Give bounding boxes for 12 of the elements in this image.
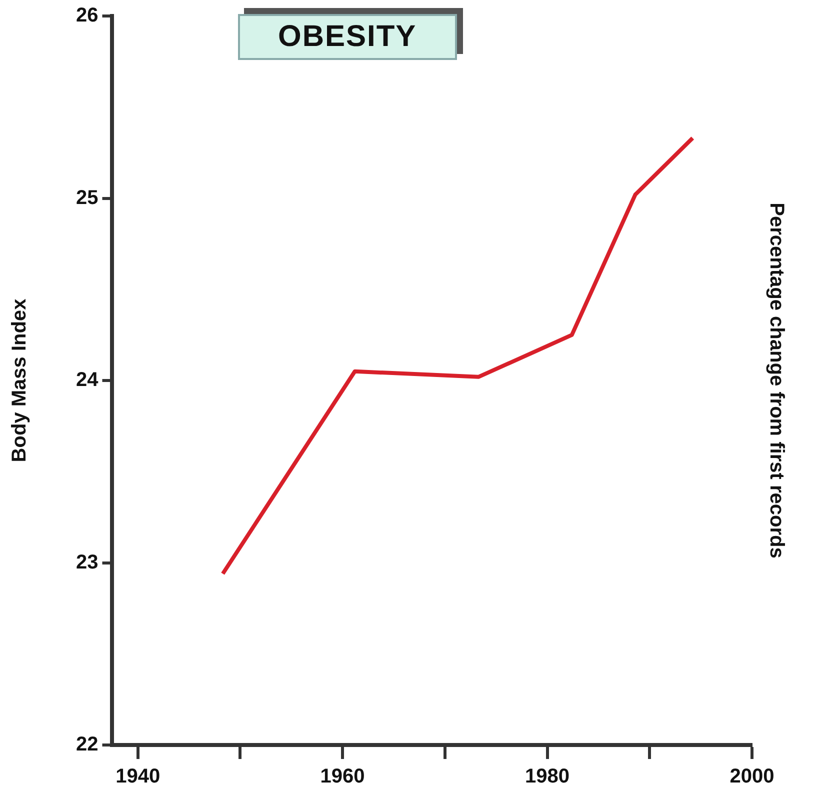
y2-axis-title: Percentage change from first records — [765, 202, 788, 558]
y-tick-label: 25 — [76, 186, 98, 209]
x-tick-label: 2000 — [730, 766, 774, 788]
y-tick-label: 22 — [76, 734, 98, 756]
y-tick-label: 23 — [76, 551, 98, 574]
x-tick-label: 1960 — [320, 766, 365, 788]
chart-title: OBESITY — [238, 14, 457, 60]
y-tick-label: 24 — [76, 369, 100, 392]
x-tick-label: 1980 — [525, 766, 570, 788]
y-axis-title: Body Mass Index — [8, 298, 31, 462]
x-tick-label: 1940 — [116, 766, 160, 788]
y-tick-label: 26 — [76, 4, 98, 27]
